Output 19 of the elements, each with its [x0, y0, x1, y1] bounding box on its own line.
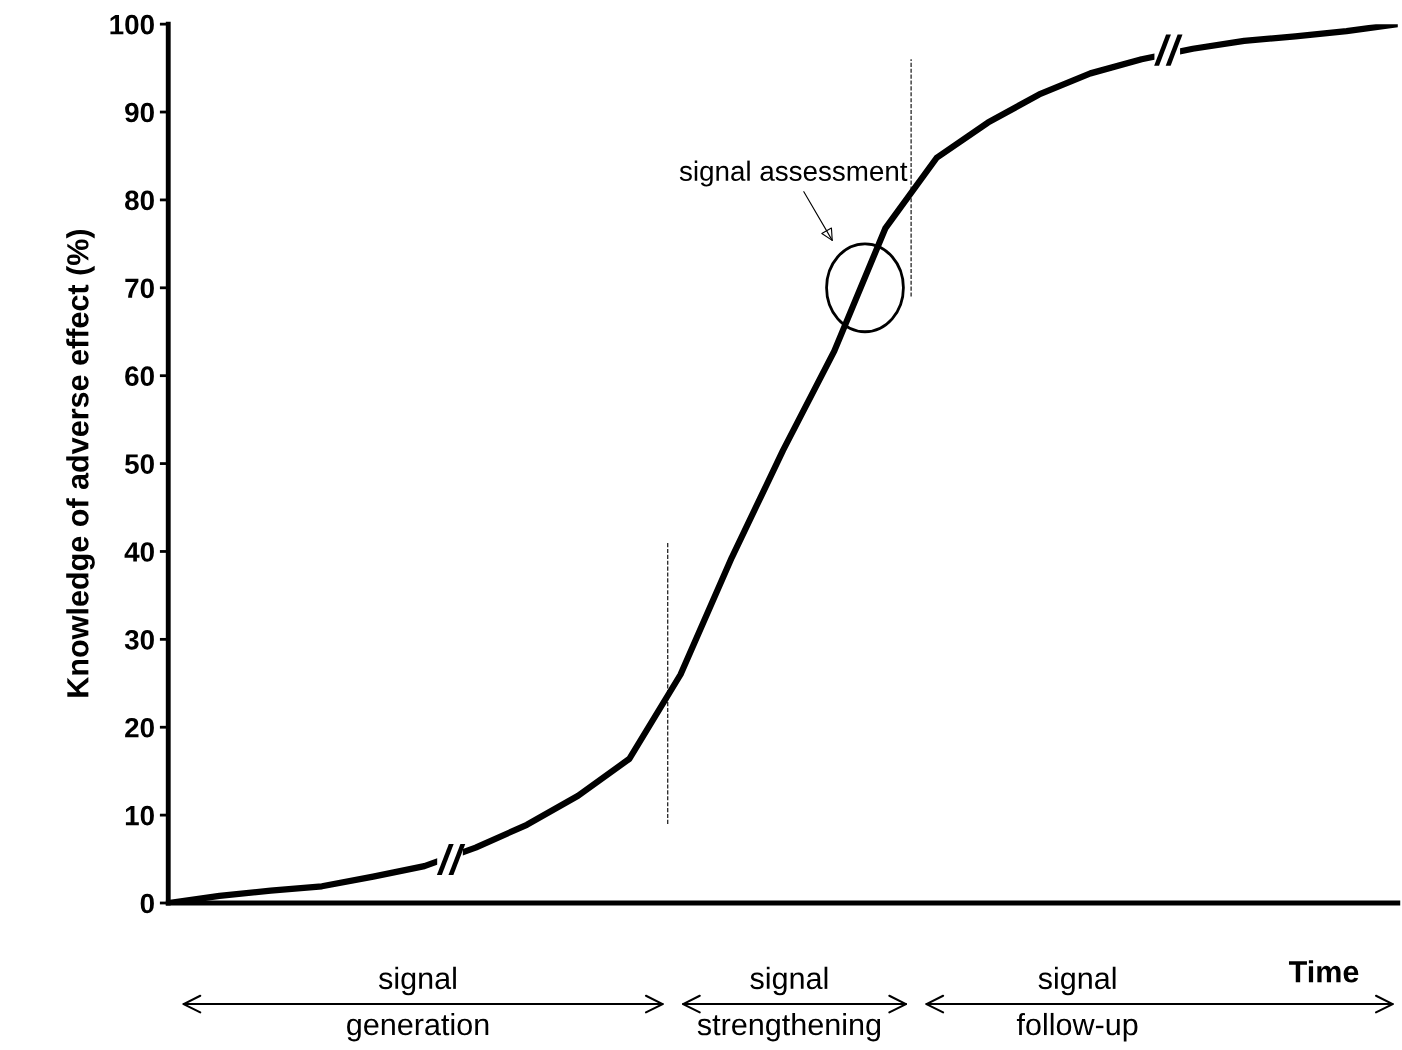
y-tick-label: 90 [125, 102, 154, 123]
y-tick-label: 50 [125, 454, 154, 474]
y-tick-label: 80 [125, 190, 154, 211]
y-tick-label: 60 [125, 366, 154, 387]
y-tick-label: 40 [124, 542, 154, 562]
y-tick-label: 30 [124, 630, 154, 650]
y-tick-label: 10 [125, 805, 154, 826]
annotation: signal assessment [679, 160, 908, 187]
annotation: // [1154, 34, 1183, 66]
x-axis-title: Time [1288, 960, 1359, 983]
y-tick-label: 100 [110, 14, 154, 35]
y-tick-label: 70 [125, 278, 154, 299]
text: signal generation [347, 966, 489, 1042]
text: signal follow-up [1016, 966, 1138, 1042]
text: signal strengthening [697, 966, 881, 1042]
y-axis-title: Knowledge of adverse effect (%) [66, 229, 95, 697]
y-tick-label: 0 [140, 893, 154, 914]
annotation: // [436, 844, 466, 876]
y-tick-label: 20 [125, 717, 154, 738]
